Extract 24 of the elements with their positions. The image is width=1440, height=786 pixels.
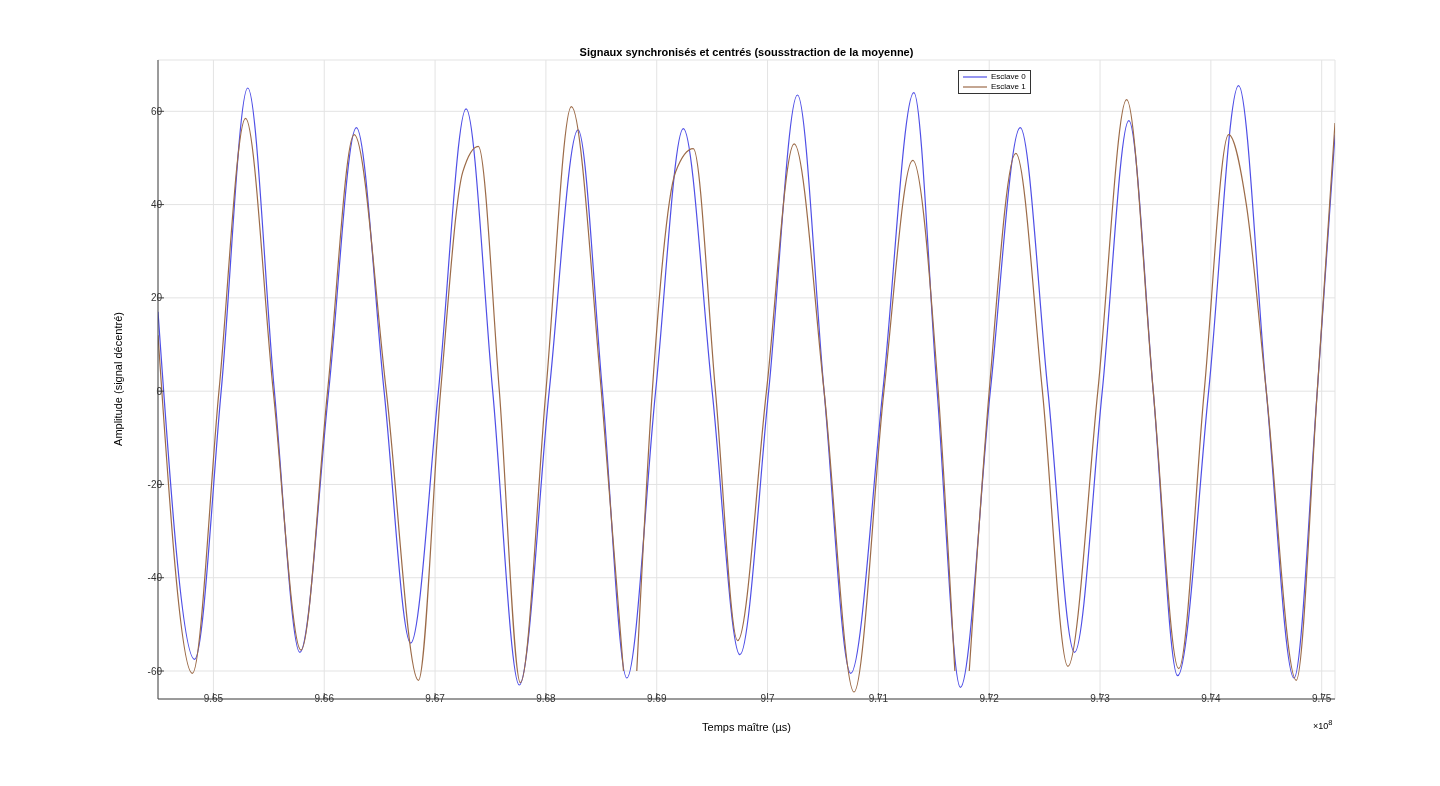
x-tick-label: 9.67	[425, 693, 446, 705]
y-axis-title: Amplitude (signal décentré)	[112, 310, 124, 448]
x-tick-label: 9.65	[203, 693, 224, 705]
x-axis-title: Temps maître (µs)	[702, 721, 791, 733]
x-tick-label: 9.75	[1311, 693, 1332, 705]
x-tick-label: 9.68	[536, 693, 557, 705]
y-tick-label: -40	[147, 572, 163, 584]
x-tick-label: 9.69	[646, 693, 667, 705]
legend-label: Esclave 1	[991, 82, 1026, 92]
x-tick-label: 9.73	[1090, 693, 1111, 705]
y-tick-label: -60	[147, 665, 163, 677]
x-tick-label: 9.74	[1201, 693, 1222, 705]
x-tick-label: 9.72	[979, 693, 1000, 705]
y-tick-label: -20	[147, 479, 163, 490]
y-tick-label: 0	[156, 385, 163, 397]
x-tick-label: 9.7	[760, 693, 775, 705]
y-tick-label: 60	[150, 105, 163, 117]
x-tick-label: 9.71	[868, 693, 889, 705]
y-tick-label: 20	[150, 292, 163, 304]
legend-label: Esclave 0	[991, 72, 1026, 82]
chart-title: Signaux synchronisés et centrés (sousstraction de la moyenne)	[578, 46, 915, 58]
y-tick-label: 40	[150, 199, 163, 211]
text: ×10$^{8}$	[1313, 718, 1333, 731]
x-tick-label: 9.66	[314, 693, 335, 705]
